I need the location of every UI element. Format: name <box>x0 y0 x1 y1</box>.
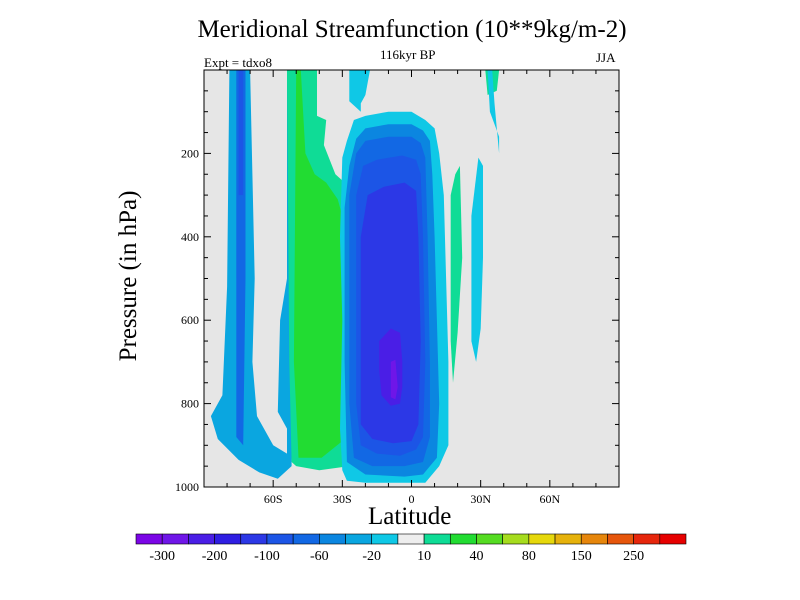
contour-region-14 <box>390 359 398 400</box>
colorbar-swatch <box>371 533 399 545</box>
colorbar-swatch <box>214 533 242 545</box>
colorbar-swatch <box>423 533 451 545</box>
contour-region-7 <box>349 70 370 112</box>
x-tick-label: 30N <box>470 492 491 506</box>
colorbar-swatch <box>319 533 346 545</box>
contour-region-13 <box>379 328 403 406</box>
axes: 60S 30S 0 30N 60N 200 400 600 800 1000 <box>175 70 619 506</box>
colorbar-swatch <box>607 533 634 545</box>
experiment-label: Expt = tdxo8 <box>204 55 272 70</box>
chart-subtitle: 116kyr BP <box>380 47 436 62</box>
x-tick-label: 60N <box>539 492 560 506</box>
colorbar-label: 250 <box>623 549 644 564</box>
colorbar-label: 40 <box>469 549 483 564</box>
colorbar-label: -60 <box>310 549 329 564</box>
colorbar-swatch <box>659 533 687 545</box>
contour-region-16 <box>487 70 500 154</box>
contour-regions <box>210 70 500 483</box>
colorbar-swatch <box>554 533 582 545</box>
colorbar-label: 80 <box>522 549 536 564</box>
x-axis-label: Latitude <box>368 503 452 530</box>
y-tick-label: 600 <box>181 313 199 327</box>
colorbar-swatch <box>240 533 268 545</box>
colorbar-swatch <box>580 533 608 545</box>
colorbar-label: 10 <box>417 549 431 564</box>
contour-region-6 <box>450 165 463 383</box>
colorbar-label: -20 <box>362 549 381 564</box>
contour-region-0 <box>210 70 294 479</box>
season-label: JJA <box>596 50 616 65</box>
contour-region-15 <box>471 157 483 362</box>
colorbar-swatch <box>266 533 294 545</box>
chart-title: Meridional Streamfunction (10**9kg/m-2) <box>197 16 627 43</box>
y-tick-label: 800 <box>181 397 199 411</box>
contour-region-2 <box>238 70 244 196</box>
colorbar-swatch <box>292 533 320 545</box>
x-tick-label: 60S <box>264 492 283 506</box>
colorbar-swatch <box>188 533 215 545</box>
colorbar-swatch <box>161 533 189 545</box>
contour-region-12 <box>360 182 421 444</box>
colorbar-swatch <box>449 533 477 545</box>
colorbar-swatch <box>135 533 163 545</box>
colorbar: -300 -200 -100 -60 -20 10 40 80 150 250 <box>135 533 687 564</box>
colorbar-swatch <box>528 533 556 545</box>
colorbar-swatch <box>502 533 530 545</box>
contour-region-4 <box>293 70 347 458</box>
colorbar-label: -300 <box>149 549 175 564</box>
x-tick-label: 30S <box>333 492 352 506</box>
colorbar-swatch <box>345 533 373 545</box>
y-tick-label: 400 <box>181 230 199 244</box>
colorbar-swatch <box>397 533 425 545</box>
colorbar-swatch <box>633 533 661 545</box>
y-tick-label: 200 <box>181 146 199 160</box>
colorbar-label: -100 <box>254 549 280 564</box>
colorbar-label: 150 <box>571 549 592 564</box>
colorbar-label: -200 <box>202 549 228 564</box>
colorbar-swatch <box>476 533 503 545</box>
y-tick-label: 1000 <box>175 480 199 494</box>
x-tick-label: 0 <box>409 492 415 506</box>
